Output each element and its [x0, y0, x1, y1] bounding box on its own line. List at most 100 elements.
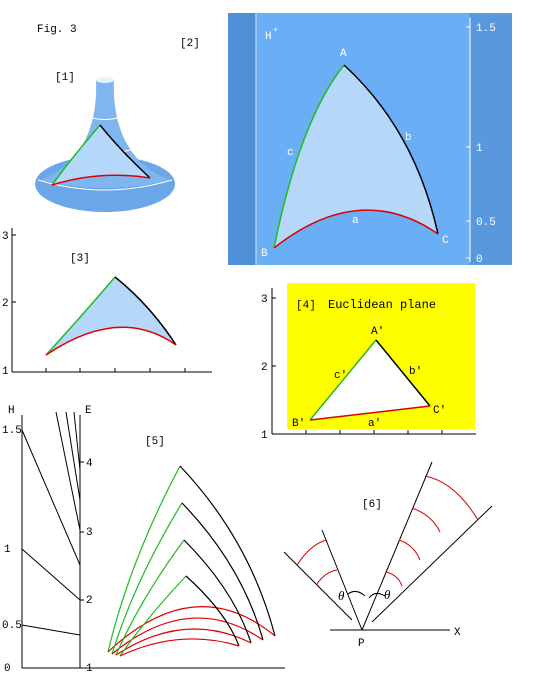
- map-line: [21, 548, 81, 601]
- tick-label: 0.5: [476, 217, 496, 229]
- panel-2: [2] 1.5 1 0.5 0 H + A B C a b c: [180, 13, 512, 266]
- triangle-fill: [52, 125, 150, 185]
- angle-arc: [368, 592, 386, 599]
- side-a: [119, 638, 240, 657]
- side-c: [107, 465, 181, 653]
- ray: [361, 461, 433, 631]
- panel-label: [2]: [180, 38, 200, 50]
- panel-6: [6] X P θ θ: [283, 461, 493, 650]
- map-line: [55, 411, 81, 531]
- side-a: [51, 174, 151, 186]
- arc: [316, 569, 338, 585]
- vertex-label: B': [292, 418, 305, 430]
- tick-label: 3: [86, 527, 93, 539]
- arcs: [296, 475, 479, 587]
- panel-3: 3 2 1 [3]: [2, 228, 212, 378]
- side-label: a': [368, 418, 381, 430]
- side-b: [183, 539, 252, 644]
- angle-label: θ: [384, 587, 391, 602]
- panel-5: H E 1.5 1 0.5 0 4 3 2 1 [5]: [2, 405, 285, 675]
- panel-4: 3 2 1 [4] Euclidean plane A' B' C' a' b'…: [261, 283, 476, 442]
- side-b: [114, 276, 177, 346]
- tick-label: 1: [86, 663, 93, 675]
- tick-label: 0: [4, 663, 11, 675]
- tick-label: 1: [2, 366, 9, 378]
- arc: [398, 539, 421, 561]
- figure-label: Fig. 3: [37, 24, 77, 36]
- triangle-fill: [46, 277, 176, 355]
- tick-label: 1: [476, 143, 483, 155]
- side-b: [185, 575, 240, 647]
- tick-label: 1: [4, 544, 11, 556]
- side-b: [179, 465, 276, 637]
- tick-label: 3: [2, 231, 9, 243]
- arc: [296, 539, 327, 566]
- vertex-label: B: [261, 248, 268, 260]
- side-b: [343, 64, 439, 235]
- point-label: P: [358, 638, 365, 650]
- vertex-label: A': [371, 326, 384, 338]
- side-c: [309, 339, 377, 421]
- side-c: [115, 539, 185, 656]
- ray: [283, 551, 353, 621]
- side-a: [45, 326, 177, 356]
- tick-label: 3: [261, 294, 268, 306]
- arc: [385, 571, 403, 587]
- angle-arc: [347, 590, 366, 597]
- space-label: H: [265, 31, 272, 43]
- side-c: [273, 64, 345, 249]
- tick-label: 4: [86, 458, 93, 470]
- axis-label: H: [8, 405, 15, 417]
- side-b: [181, 502, 264, 641]
- panel-label: [4]: [296, 300, 316, 312]
- nested-triangles: [107, 465, 276, 657]
- triangle-fill: [274, 65, 438, 248]
- vertex-label: A: [340, 48, 347, 60]
- side-a: [273, 209, 439, 249]
- side-a: [115, 628, 252, 656]
- horn-top: [96, 77, 114, 83]
- tick-label: 2: [261, 362, 268, 374]
- side-label: b': [409, 366, 422, 378]
- vertex-label: C': [433, 405, 446, 417]
- tick-label: 1.5: [476, 23, 496, 35]
- level-curve: [88, 116, 122, 120]
- tick-label: 1: [261, 430, 268, 442]
- side-a: [107, 606, 276, 653]
- axis-label: E: [85, 405, 92, 417]
- tick-label: 0: [476, 254, 483, 266]
- side-b: [375, 339, 431, 407]
- triangle-fill: [310, 340, 430, 420]
- arc: [424, 475, 479, 521]
- ray: [321, 529, 363, 631]
- tick-label: 2: [86, 595, 93, 607]
- ray: [371, 505, 493, 623]
- side-c: [45, 276, 116, 356]
- panel-label: [1]: [55, 72, 75, 84]
- panel-label: [6]: [362, 499, 382, 511]
- arc: [411, 507, 441, 533]
- tick-label: 2: [2, 298, 9, 310]
- tick-label: 1.5: [2, 425, 22, 437]
- side-label: c: [287, 147, 294, 159]
- side-b: [99, 124, 151, 179]
- panel-1: [1]: [35, 72, 175, 212]
- map-line: [73, 411, 81, 471]
- side-label: c': [334, 370, 347, 382]
- panel-label: [3]: [70, 253, 90, 265]
- space-sup: +: [273, 26, 278, 35]
- side-c: [119, 575, 187, 657]
- strip: [228, 13, 256, 265]
- side-c: [111, 502, 183, 655]
- angle-label: θ: [338, 588, 345, 603]
- panel-label: [5]: [145, 436, 165, 448]
- panel-title: Euclidean plane: [328, 298, 436, 312]
- map-line: [21, 429, 81, 566]
- tick-label: 0.5: [2, 620, 22, 632]
- side-label: b: [405, 132, 412, 144]
- strip: [470, 13, 512, 265]
- side-label: a: [352, 215, 359, 227]
- side-c: [51, 124, 101, 186]
- map-line: [21, 624, 81, 636]
